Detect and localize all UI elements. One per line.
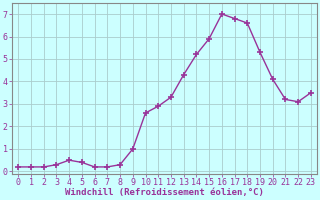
X-axis label: Windchill (Refroidissement éolien,°C): Windchill (Refroidissement éolien,°C) (65, 188, 264, 197)
